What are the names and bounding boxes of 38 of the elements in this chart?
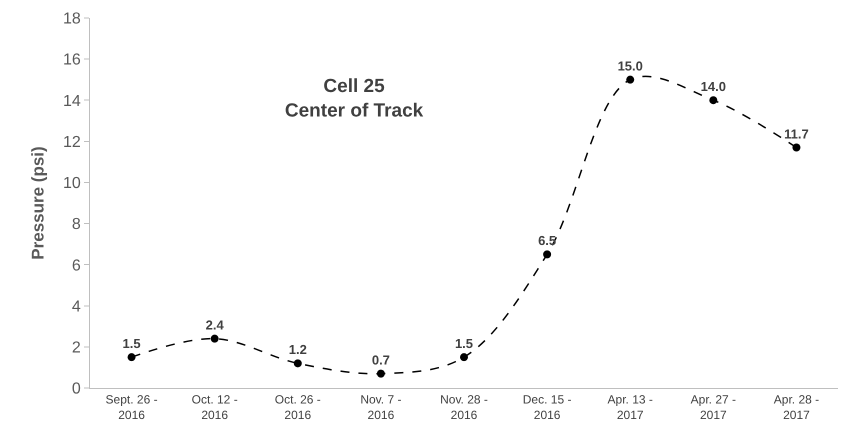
data-label: 1.5 <box>122 336 141 351</box>
y-axis-title: Pressure (psi) <box>28 146 48 260</box>
data-label: 14.0 <box>700 78 726 94</box>
y-tick-label: 18 <box>63 10 81 28</box>
x-tick-label: Nov. 7 - 2016 <box>360 392 402 422</box>
y-tick-label: 12 <box>63 134 81 151</box>
text: Cell 25 Center of Track <box>284 76 424 122</box>
y-tick-label: 16 <box>63 52 81 69</box>
point <box>294 359 302 368</box>
x-tick-label: Nov. 28 - 2016 <box>440 392 488 422</box>
y-tick-label: 4 <box>72 298 81 316</box>
y-tick-label: 2 <box>72 339 81 356</box>
y-tick-label: 10 <box>63 175 81 192</box>
y-tick-label: 8 <box>72 216 81 234</box>
x-tick-label: Apr. 28 - 2017 <box>774 392 820 422</box>
point <box>210 334 219 343</box>
x-tick-label: Dec. 15 - 2016 <box>522 392 572 422</box>
x-tick-label: Oct. 12 - 2016 <box>192 392 238 422</box>
point <box>543 250 552 258</box>
data-label: 0.7 <box>372 352 390 368</box>
x-tick-label: Apr. 13 - 2017 <box>608 392 653 422</box>
data-label: 15.0 <box>618 58 643 74</box>
point <box>460 353 468 362</box>
y-tick-label: 14 <box>63 92 81 110</box>
point <box>626 76 634 84</box>
data-label: 1.5 <box>454 336 474 351</box>
point <box>376 370 385 378</box>
data-label: 1.2 <box>288 342 307 358</box>
data-label: 11.7 <box>784 126 809 142</box>
x-tick-label: Apr. 27 - 2017 <box>690 392 736 422</box>
point <box>128 353 136 362</box>
data-label: 2.4 <box>206 317 224 332</box>
y-tick-label: 0 <box>72 380 81 398</box>
point <box>709 96 718 104</box>
point <box>792 144 800 152</box>
x-tick-label: Oct. 26 - 2016 <box>274 392 321 422</box>
y-tick-label: 6 <box>72 257 81 274</box>
x-tick-label: Sept. 26 - 2016 <box>106 392 158 422</box>
